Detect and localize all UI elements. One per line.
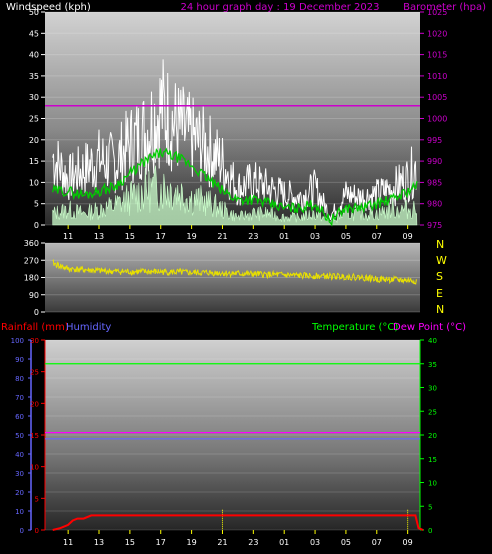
compass-n-bottom: N xyxy=(436,303,444,316)
humidity-ytick-label: 70 xyxy=(15,394,24,402)
temperature-ytick-label: 35 xyxy=(428,361,437,369)
wind-ytick-label: 25 xyxy=(29,115,39,124)
compass-e: E xyxy=(436,287,443,300)
climate-xtick-label: 13 xyxy=(94,538,104,547)
barometer-ytick-label: 1010 xyxy=(427,72,447,81)
barometer-ytick-label: 975 xyxy=(427,221,442,230)
humidity-ytick-label: 50 xyxy=(15,432,24,440)
wind-xtick-label: 17 xyxy=(156,232,166,241)
temperature-ytick-label: 5 xyxy=(428,503,432,511)
barometer-ytick-label: 1020 xyxy=(427,29,447,38)
wind-xtick-label: 01 xyxy=(279,232,289,241)
temperature-ytick-label: 40 xyxy=(428,337,437,345)
wind-mean-line xyxy=(52,147,418,227)
climate-xtick-label: 01 xyxy=(279,538,289,547)
wind-xtick-label: 19 xyxy=(187,232,197,241)
dewpoint-label: Dew Point (°C) xyxy=(393,322,466,333)
rainfall-line xyxy=(52,514,424,531)
temperature-ytick-label: 10 xyxy=(428,480,437,488)
barometer-ytick-label: 1005 xyxy=(427,93,447,102)
humidity-ytick-label: 80 xyxy=(15,375,24,383)
wind-ytick-label: 40 xyxy=(29,51,39,60)
compass-n-top: N xyxy=(436,238,444,251)
graph-title: 24 hour graph day : 19 December 2023 xyxy=(181,2,380,13)
temperature-ytick-label: 30 xyxy=(428,385,437,393)
rain-ytick-label: 25 xyxy=(30,369,39,377)
climate-xtick-label: 03 xyxy=(310,538,320,547)
rain-ytick-label: 0 xyxy=(35,527,39,535)
wind-ytick-label: 15 xyxy=(29,157,39,166)
wind-xtick-label: 21 xyxy=(217,232,227,241)
barometer-ytick-label: 1025 xyxy=(427,8,447,17)
direction-ytick-label: 270 xyxy=(24,256,39,265)
rain-ytick-label: 30 xyxy=(30,337,39,345)
barometer-ytick-label: 995 xyxy=(427,136,442,145)
rainfall-label: Rainfall (mm) xyxy=(1,322,69,333)
climate-xtick-label: 23 xyxy=(248,538,258,547)
wind-ytick-label: 35 xyxy=(29,72,39,81)
climate-xtick-label: 11 xyxy=(63,538,73,547)
wind-ytick-label: 10 xyxy=(29,178,39,187)
wind-xtick-label: 13 xyxy=(94,232,104,241)
humidity-ytick-label: 0 xyxy=(20,527,24,535)
wind-ytick-label: 5 xyxy=(34,200,39,209)
wind-average-area xyxy=(52,165,418,226)
wind-xtick-label: 05 xyxy=(341,232,351,241)
wind-direction-line xyxy=(52,259,418,285)
wind-speed-title: Windspeed (kph) xyxy=(6,2,91,13)
wind-xtick-label: 09 xyxy=(403,232,413,241)
rain-ytick-label: 10 xyxy=(30,464,39,472)
humidity-ytick-label: 40 xyxy=(15,451,24,459)
direction-ytick-label: 360 xyxy=(24,239,39,248)
wind-xtick-label: 03 xyxy=(310,232,320,241)
compass-w: W xyxy=(436,254,447,267)
barometer-title: Barometer (hpa) xyxy=(403,2,486,13)
climate-panel-background xyxy=(45,340,420,530)
temperature-ytick-label: 15 xyxy=(428,456,437,464)
humidity-ytick-label: 100 xyxy=(11,337,24,345)
humidity-ytick-label: 20 xyxy=(15,489,24,497)
barometer-ytick-label: 990 xyxy=(427,157,442,166)
rain-ytick-label: 20 xyxy=(30,400,39,408)
humidity-label: Humidity xyxy=(66,322,111,333)
wind-xtick-label: 07 xyxy=(372,232,382,241)
direction-ytick-label: 0 xyxy=(34,308,39,317)
wind-xtick-label: 23 xyxy=(248,232,258,241)
compass-s: S xyxy=(436,270,443,283)
climate-xtick-label: 19 xyxy=(187,538,197,547)
direction-ytick-label: 180 xyxy=(24,274,39,283)
wind-ytick-label: 0 xyxy=(34,221,39,230)
temperature-label: Temperature (°C) xyxy=(311,322,398,333)
rain-ytick-label: 15 xyxy=(30,432,39,440)
wind-ytick-label: 50 xyxy=(29,8,39,17)
humidity-ytick-label: 10 xyxy=(15,508,24,516)
barometer-ytick-label: 1015 xyxy=(427,51,447,60)
wind-xtick-label: 11 xyxy=(63,232,73,241)
humidity-ytick-label: 60 xyxy=(15,413,24,421)
wind-gust-line xyxy=(52,59,417,221)
temperature-ytick-label: 25 xyxy=(428,408,437,416)
barometer-ytick-label: 1000 xyxy=(427,115,447,124)
climate-xtick-label: 21 xyxy=(217,538,227,547)
barometer-ytick-label: 980 xyxy=(427,200,442,209)
temperature-ytick-label: 20 xyxy=(428,432,437,440)
temperature-ytick-label: 0 xyxy=(428,527,432,535)
barometer-ytick-label: 985 xyxy=(427,178,442,187)
climate-xtick-label: 05 xyxy=(341,538,351,547)
rain-ytick-label: 5 xyxy=(35,495,39,503)
climate-xtick-label: 07 xyxy=(372,538,382,547)
wind-ytick-label: 20 xyxy=(29,136,39,145)
humidity-ytick-label: 90 xyxy=(15,356,24,364)
direction-ytick-label: 90 xyxy=(29,291,39,300)
climate-xtick-label: 09 xyxy=(403,538,413,547)
wind-ytick-label: 45 xyxy=(29,29,39,38)
climate-xtick-label: 17 xyxy=(156,538,166,547)
wind-xtick-label: 15 xyxy=(125,232,135,241)
humidity-ytick-label: 30 xyxy=(15,470,24,478)
climate-xtick-label: 15 xyxy=(125,538,135,547)
wind-ytick-label: 30 xyxy=(29,93,39,102)
